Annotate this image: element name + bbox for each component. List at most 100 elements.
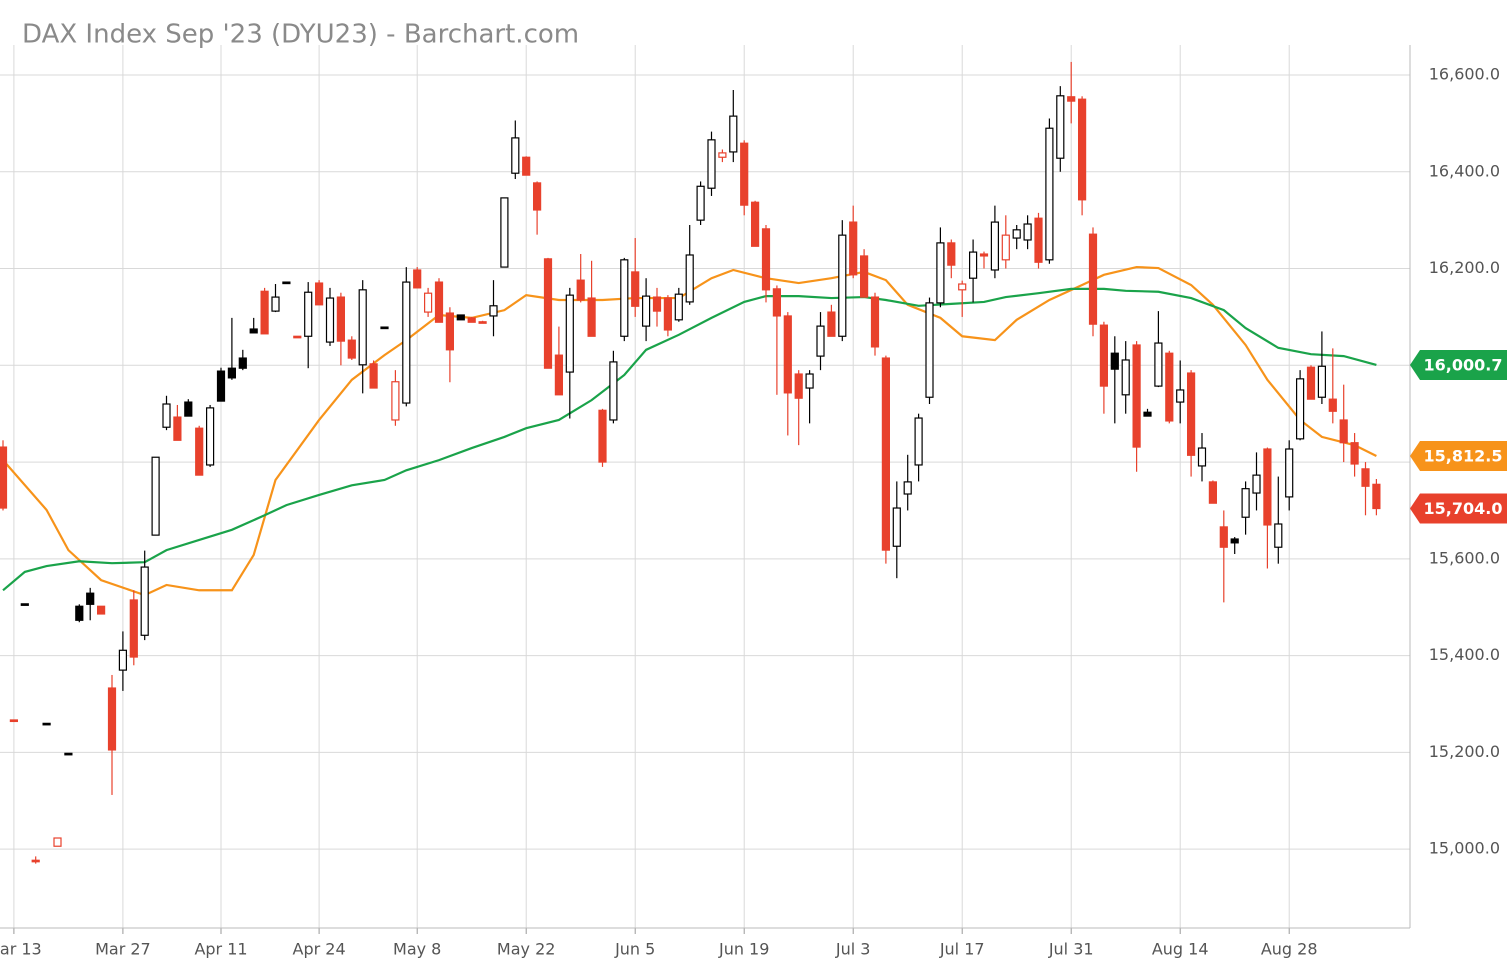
candle-body <box>162 403 171 428</box>
badge-label: 16,000.7 <box>1424 355 1503 374</box>
badge-shape <box>1410 441 1507 472</box>
candle-body <box>1165 352 1174 422</box>
candle-body <box>631 271 640 307</box>
candle-body <box>827 311 836 337</box>
candle-body <box>1056 95 1065 159</box>
candle-body <box>1110 352 1119 370</box>
badge-label: 15,704.0 <box>1424 499 1503 518</box>
candle-body <box>838 234 847 337</box>
candle-body <box>42 722 51 726</box>
candle-body <box>173 416 182 441</box>
candle-body <box>424 292 433 313</box>
candle-body <box>31 859 40 863</box>
candle-body <box>75 605 84 621</box>
candle-body <box>1045 127 1054 261</box>
candle-body <box>1001 234 1010 261</box>
candle-body <box>598 409 607 463</box>
candle-body <box>522 156 531 176</box>
candle-body <box>1361 468 1370 487</box>
candle-body <box>859 255 869 298</box>
candle-body <box>718 152 727 158</box>
y-tick-label: 16,200.0 <box>1429 258 1500 277</box>
candle-body <box>1023 223 1032 241</box>
candle-body <box>783 315 792 394</box>
candle-body <box>1306 366 1316 400</box>
last-value-badge: 15,704.0 <box>1410 493 1507 524</box>
y-tick-label: 15,000.0 <box>1429 839 1500 858</box>
candle-body <box>20 603 29 606</box>
candle-body <box>609 361 618 421</box>
candle-body <box>467 317 476 323</box>
badge-label: 15,812.5 <box>1424 447 1503 466</box>
candle-body <box>990 221 1000 271</box>
candle-body <box>369 363 378 389</box>
candle-body <box>500 197 509 268</box>
x-tick-label: May 8 <box>393 940 441 959</box>
chart-title: DAX Index Sep '23 (DYU23) - Barchart.com <box>22 20 579 50</box>
candle-body <box>107 687 117 751</box>
candle-body <box>456 314 465 321</box>
badge-shape <box>1410 349 1507 380</box>
candle-body <box>652 296 662 312</box>
y-tick-label: 15,400.0 <box>1429 645 1500 664</box>
candle-body <box>565 294 574 373</box>
candle-body <box>1154 342 1163 387</box>
last-value-badge: 16,000.7 <box>1410 349 1507 380</box>
candle-body <box>1034 217 1043 263</box>
candle-body <box>870 296 880 348</box>
candle-body <box>304 291 313 337</box>
x-tick-label: May 22 <box>497 940 556 959</box>
candle-body <box>903 481 912 495</box>
candle-body <box>96 605 106 615</box>
candle-body <box>729 115 738 153</box>
badge-shape <box>1410 493 1507 524</box>
candle-body <box>238 357 247 369</box>
candle-body <box>1339 419 1348 444</box>
candle-body <box>325 297 335 343</box>
candle-body <box>794 373 803 399</box>
candle-body <box>543 258 553 369</box>
candle-body <box>402 281 411 404</box>
candle-body <box>1230 538 1239 544</box>
candle-body <box>696 185 705 221</box>
candle-body <box>968 251 978 279</box>
candle-body <box>979 253 989 257</box>
candle-body <box>881 357 891 551</box>
candle-body <box>9 719 18 723</box>
candle-body <box>750 201 760 247</box>
candle-body <box>1274 523 1283 548</box>
candle-body <box>740 142 749 206</box>
candle-body <box>1067 96 1076 102</box>
candle-body <box>184 401 193 417</box>
candle-body <box>216 370 226 402</box>
candle-body <box>282 281 291 285</box>
candle-body <box>1132 344 1141 448</box>
candle-body <box>1372 483 1381 510</box>
x-tick-label: Aug 14 <box>1152 940 1209 959</box>
candle-body <box>1285 448 1294 498</box>
candle-body <box>227 367 236 379</box>
candle-body <box>293 335 302 339</box>
candle-body <box>86 592 95 605</box>
candle-body <box>489 305 498 317</box>
candle-body <box>413 269 422 289</box>
candle-body <box>380 326 389 330</box>
candle-body <box>947 242 956 266</box>
candle-body <box>358 289 367 366</box>
candle-body <box>478 321 487 324</box>
candle-body <box>1208 481 1218 504</box>
candle-body <box>674 293 683 321</box>
candle-body <box>707 139 716 189</box>
candle-body <box>958 283 967 291</box>
candle-body <box>1252 474 1261 494</box>
x-tick-label: Aug 28 <box>1261 940 1318 959</box>
candle-body <box>249 328 258 334</box>
candle-body <box>0 446 8 509</box>
candle-body <box>53 837 62 847</box>
candle-body <box>620 259 629 337</box>
candle-body <box>511 137 520 174</box>
candle-body <box>260 290 269 335</box>
candle-body <box>936 242 945 304</box>
moving-average-line <box>2 265 1377 597</box>
